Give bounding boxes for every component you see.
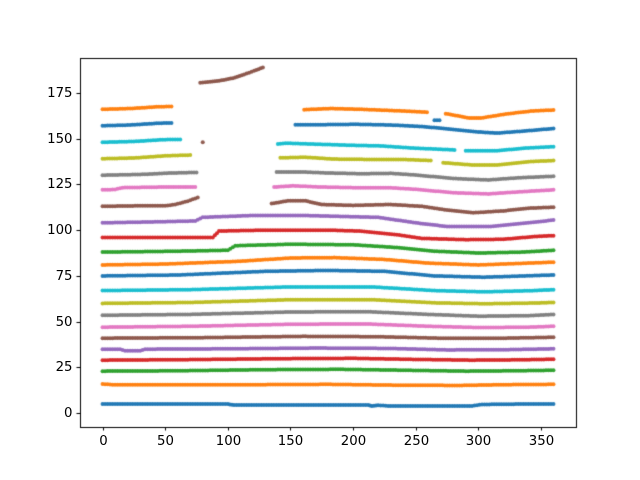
x-tick-label-4: 200: [340, 433, 367, 449]
y-tick-label-7: 175: [47, 85, 73, 101]
y-tick-label-3: 75: [55, 268, 73, 284]
x-tick-label-6: 300: [465, 433, 492, 449]
y-tick-label-1: 25: [55, 359, 73, 375]
x-tick-label-0: 0: [99, 433, 108, 449]
x-tick-label-3: 150: [277, 433, 304, 449]
x-tick-label-1: 50: [157, 433, 174, 449]
y-tick-label-6: 150: [47, 131, 73, 147]
x-tick-label-7: 350: [528, 433, 555, 449]
y-tick-label-4: 100: [47, 222, 73, 238]
y-tick-label-5: 125: [47, 176, 73, 192]
x-tick-label-2: 100: [215, 433, 242, 449]
x-tick-label-5: 250: [403, 433, 430, 449]
y-tick-label-2: 50: [55, 314, 73, 330]
y-tick-label-0: 0: [64, 405, 73, 421]
